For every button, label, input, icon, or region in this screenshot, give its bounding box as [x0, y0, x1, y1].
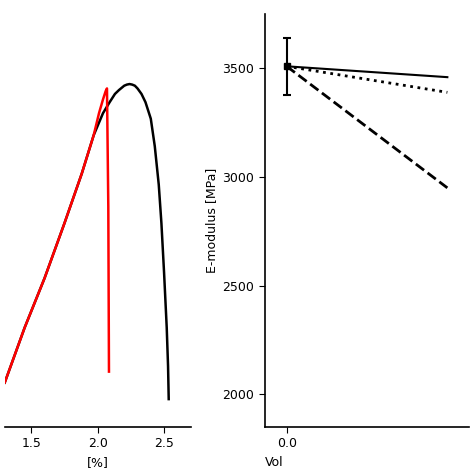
Y-axis label: E-modulus [MPa]: E-modulus [MPa] — [205, 168, 219, 273]
X-axis label: [%]: [%] — [87, 456, 109, 469]
X-axis label: Vol: Vol — [265, 456, 283, 469]
